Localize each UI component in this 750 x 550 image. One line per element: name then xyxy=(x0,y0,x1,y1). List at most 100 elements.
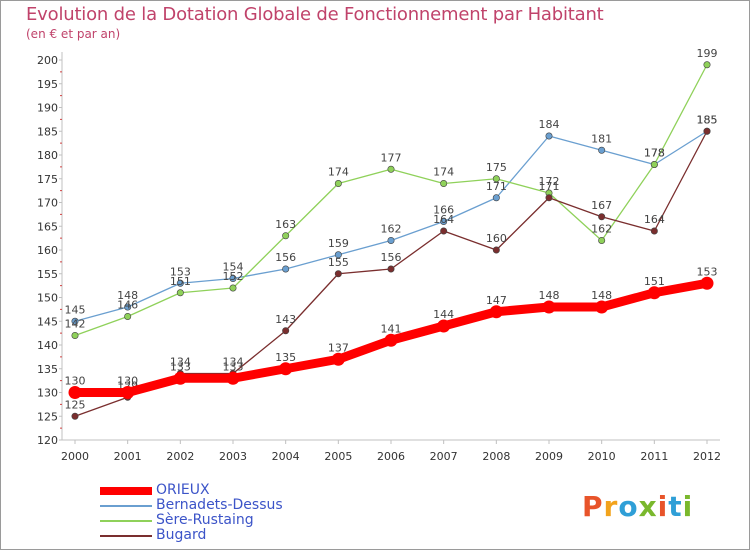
data-point xyxy=(387,265,395,273)
data-label: 178 xyxy=(644,147,665,160)
logo-letter: o xyxy=(618,490,639,523)
data-label: 130 xyxy=(65,375,86,388)
x-tick-label: 2006 xyxy=(377,450,405,463)
data-label: 148 xyxy=(539,289,560,302)
y-tick-label: 130 xyxy=(37,387,58,400)
legend-swatch xyxy=(100,520,152,522)
y-tick-label: 125 xyxy=(37,410,58,423)
data-label: 164 xyxy=(644,213,665,226)
data-label: 175 xyxy=(486,161,507,174)
data-label: 148 xyxy=(117,289,138,302)
legend-label: Sère-Rustaing xyxy=(156,512,254,528)
data-point xyxy=(492,194,500,202)
y-tick-label: 190 xyxy=(37,102,58,115)
data-point xyxy=(229,274,237,282)
legend-swatch xyxy=(100,505,152,507)
data-point xyxy=(124,303,132,311)
logo-letter: i xyxy=(657,490,669,523)
data-point xyxy=(229,284,237,292)
data-point xyxy=(703,61,711,69)
data-label: 156 xyxy=(381,251,402,264)
data-label: 142 xyxy=(65,318,86,331)
data-point xyxy=(176,289,184,297)
x-tick-label: 2012 xyxy=(693,450,721,463)
data-point xyxy=(650,227,658,235)
data-label: 133 xyxy=(170,360,191,373)
data-point xyxy=(492,175,500,183)
data-point xyxy=(71,331,79,339)
data-point xyxy=(334,251,342,259)
data-label: 145 xyxy=(65,303,86,316)
data-label: 152 xyxy=(223,270,244,283)
x-tick-label: 2010 xyxy=(588,450,616,463)
data-label: 171 xyxy=(539,180,560,193)
data-label: 199 xyxy=(697,47,718,60)
data-label: 125 xyxy=(65,398,86,411)
data-label: 153 xyxy=(170,265,191,278)
data-point xyxy=(700,276,714,290)
data-point xyxy=(489,305,503,319)
data-label: 174 xyxy=(433,166,454,179)
data-point xyxy=(545,132,553,140)
y-tick-label: 175 xyxy=(37,173,58,186)
data-label: 159 xyxy=(328,237,349,250)
data-point xyxy=(71,317,79,325)
data-point xyxy=(492,246,500,254)
y-tick-label: 140 xyxy=(37,339,58,352)
logo-letter: x xyxy=(638,490,658,523)
data-point xyxy=(282,327,290,335)
x-tick-label: 2003 xyxy=(219,450,247,463)
data-point xyxy=(124,312,132,320)
data-point xyxy=(226,371,240,385)
data-label: 172 xyxy=(539,175,560,188)
data-label: 134 xyxy=(223,356,244,369)
chart-subtitle: (en € et par an) xyxy=(26,27,121,41)
legend-label: ORIEUX xyxy=(156,482,210,498)
logo-letter: t xyxy=(668,490,683,523)
x-tick-label: 2004 xyxy=(272,450,300,463)
data-point xyxy=(121,386,135,399)
data-label: 137 xyxy=(328,341,349,354)
data-label: 167 xyxy=(591,199,612,212)
data-point xyxy=(384,333,398,347)
data-point xyxy=(650,161,658,169)
data-point xyxy=(279,362,293,376)
data-point xyxy=(542,300,556,314)
data-label: 130 xyxy=(117,375,138,388)
data-label: 135 xyxy=(275,351,296,364)
y-tick-label: 135 xyxy=(37,363,58,376)
data-label: 156 xyxy=(275,251,296,264)
data-point xyxy=(68,386,82,399)
data-point xyxy=(598,213,606,221)
y-tick-label: 200 xyxy=(37,54,58,67)
y-tick-label: 185 xyxy=(37,125,58,138)
legend-label: Bugard xyxy=(156,527,207,543)
y-tick-label: 145 xyxy=(37,315,58,328)
data-point xyxy=(647,286,661,300)
data-point xyxy=(437,319,451,333)
series-line xyxy=(74,64,708,337)
y-tick-label: 165 xyxy=(37,220,58,233)
data-label: 174 xyxy=(328,166,349,179)
data-label: 177 xyxy=(381,151,402,164)
data-label: 141 xyxy=(381,322,402,335)
y-tick-label: 160 xyxy=(37,244,58,257)
data-point xyxy=(173,371,187,385)
x-tick-label: 2000 xyxy=(61,450,89,463)
data-point xyxy=(331,352,345,366)
proxiti-logo: Proxiti xyxy=(582,490,693,523)
x-tick-label: 2005 xyxy=(324,450,352,463)
data-label: 164 xyxy=(433,213,454,226)
data-label: 185 xyxy=(697,113,718,126)
data-label: 153 xyxy=(697,265,718,278)
data-label: 155 xyxy=(328,256,349,269)
logo-letter: r xyxy=(603,490,619,523)
y-tick-label: 195 xyxy=(37,78,58,91)
data-label: 151 xyxy=(644,275,665,288)
y-tick-label: 180 xyxy=(37,149,58,162)
data-point xyxy=(703,127,711,135)
data-label: 178 xyxy=(644,147,665,160)
data-point xyxy=(334,270,342,278)
data-point xyxy=(334,180,342,188)
data-point xyxy=(598,146,606,154)
